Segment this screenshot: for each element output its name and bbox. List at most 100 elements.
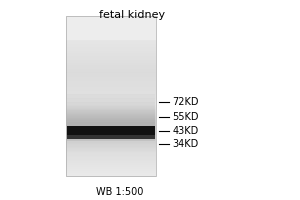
Bar [66,148,156,150]
Bar [66,59,156,60]
Bar [67,135,155,139]
Bar [66,144,156,146]
Bar [66,63,156,64]
Bar [66,117,156,119]
Bar [67,118,155,122]
Bar [66,100,156,102]
Bar [66,33,156,35]
Bar [66,41,156,43]
Bar [66,52,156,54]
Bar [66,161,156,163]
Bar [66,167,156,168]
Text: WB 1:500: WB 1:500 [96,187,144,197]
Bar [66,115,156,116]
Text: 43KD: 43KD [172,126,199,136]
Bar [66,120,156,122]
Bar [66,175,156,176]
Bar [66,47,156,48]
Bar [66,24,156,26]
Bar [66,159,156,160]
Bar [66,101,156,103]
Bar [66,157,156,159]
Bar [66,87,156,88]
Bar [66,133,156,135]
Bar [66,89,156,91]
Bar [66,40,156,42]
Bar [66,145,156,147]
Bar [66,105,156,107]
Text: 34KD: 34KD [172,139,199,149]
Bar [66,172,156,174]
Bar [66,16,156,18]
Bar [66,48,156,50]
Bar [66,95,156,97]
Bar [66,113,156,115]
Bar [66,168,156,170]
Bar [66,44,156,46]
Bar [66,67,156,68]
Bar [66,69,156,71]
Bar [66,165,156,167]
Bar [66,51,156,52]
Bar [66,76,156,78]
Bar [66,131,156,132]
Bar [66,79,156,80]
Bar [66,71,156,73]
Bar [66,143,156,144]
Bar [66,23,156,24]
Bar [66,140,156,142]
Bar [66,91,156,92]
Bar [66,36,156,38]
Bar [66,97,156,99]
Bar [66,108,156,110]
Bar [66,49,156,51]
Bar [66,32,156,34]
Bar [66,93,156,95]
Bar [66,16,156,176]
Bar [66,19,156,21]
Bar [66,104,156,106]
Bar [66,17,156,19]
Bar [66,123,156,124]
Bar [66,27,156,28]
Bar [66,125,156,127]
Bar [66,112,156,114]
Bar [66,121,156,123]
Bar [66,149,156,151]
Bar [66,21,156,23]
Bar [66,107,156,108]
Bar [66,83,156,84]
Bar [66,65,156,67]
Text: fetal kidney: fetal kidney [99,10,165,20]
Bar [66,39,156,40]
Bar [66,116,156,118]
Bar [66,31,156,32]
Bar [66,64,156,66]
Bar [66,171,156,172]
Bar [66,56,156,58]
Bar [66,119,156,120]
Bar [66,60,156,62]
Bar [66,20,156,22]
Bar [66,151,156,152]
Bar [66,57,156,59]
Bar [67,106,155,110]
Bar [67,114,155,118]
Bar [66,72,156,74]
Bar [66,80,156,82]
Bar [66,156,156,158]
Bar [66,61,156,63]
Bar [66,164,156,166]
Bar [66,169,156,171]
Text: 55KD: 55KD [172,112,199,122]
Bar [66,43,156,45]
Text: 72KD: 72KD [172,97,199,107]
Bar [66,129,156,131]
Bar [66,53,156,55]
Bar [66,92,156,94]
Bar [67,110,155,114]
Bar [66,81,156,83]
Bar [67,98,155,102]
Bar [66,173,156,175]
Bar [66,37,156,39]
